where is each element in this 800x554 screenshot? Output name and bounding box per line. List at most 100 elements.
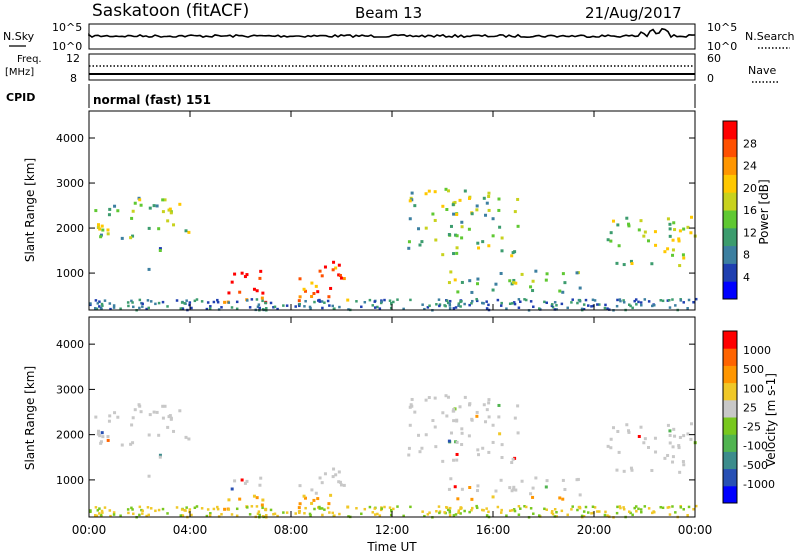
power-cell <box>392 300 395 304</box>
velocity-cell <box>633 506 636 510</box>
velocity-cell <box>258 483 262 487</box>
power-cell <box>454 233 458 237</box>
velocity-cell <box>475 410 479 414</box>
velocity-cell <box>476 484 480 488</box>
velocity-cell <box>571 505 574 508</box>
power-cell <box>444 187 448 191</box>
power-cell <box>310 295 314 299</box>
velocity-cell <box>383 505 386 509</box>
power-cell <box>531 289 535 293</box>
power-cell <box>516 197 520 201</box>
velocity-cell <box>133 408 137 412</box>
power-cell <box>476 282 480 286</box>
velocity-cell <box>560 509 564 513</box>
velocity-cell <box>603 513 607 517</box>
velocity-cell <box>158 453 162 457</box>
power-cell <box>580 307 584 311</box>
power-cell <box>455 213 459 217</box>
power-cell <box>511 251 515 255</box>
power-cell <box>230 306 234 309</box>
velocity-cell <box>441 411 445 415</box>
power-cell <box>482 302 485 305</box>
power-cell <box>604 303 607 307</box>
power-cell <box>408 199 412 203</box>
velocity-cell <box>561 478 565 482</box>
velocity-cell <box>233 479 237 483</box>
power-cell <box>216 298 219 302</box>
velocity-cell <box>643 437 647 441</box>
power-cell <box>264 301 267 305</box>
power-cell <box>238 290 242 294</box>
velocity-cell <box>230 513 234 516</box>
power-cell <box>582 303 586 306</box>
velocity-cell <box>545 479 549 483</box>
power-cell <box>496 298 500 302</box>
power-cell <box>591 298 595 302</box>
velocity-cell <box>185 506 188 509</box>
velocity-cell <box>333 514 336 517</box>
velocity-cell <box>448 511 452 514</box>
velocity-cell <box>520 479 524 483</box>
power-cell <box>639 301 643 304</box>
power-cell <box>101 228 105 232</box>
power-cell <box>178 202 182 206</box>
velocity-cell <box>100 431 104 435</box>
velocity-cell <box>112 511 116 514</box>
velocity-cell <box>258 513 261 517</box>
velocity-cell <box>147 433 151 437</box>
power-cell <box>148 206 152 210</box>
power-cell <box>622 301 626 304</box>
velocity-cell <box>427 396 431 400</box>
velocity-cell <box>418 450 422 454</box>
velocity-cell <box>140 508 143 512</box>
velocity-cell <box>106 435 110 439</box>
power-cell <box>338 305 341 309</box>
velocity-cell <box>347 515 350 518</box>
power-cell <box>427 189 431 193</box>
colorbar-swatch <box>723 192 737 211</box>
power-cell <box>389 306 393 310</box>
colorbar-swatch <box>723 245 737 264</box>
velocity-cell <box>647 507 651 510</box>
velocity-cell <box>428 511 431 514</box>
power-cell <box>333 307 336 310</box>
velocity-cell <box>261 506 264 510</box>
power-cell <box>584 298 588 302</box>
velocity-cell <box>650 468 654 472</box>
colorbar-tick-label: 25 <box>743 401 757 414</box>
power-cell <box>639 219 643 223</box>
power-cell <box>339 276 343 280</box>
power-cell <box>245 273 249 277</box>
power-cell <box>627 224 631 228</box>
velocity-cell <box>672 427 676 431</box>
velocity-cell <box>187 437 191 441</box>
power-cell <box>431 212 435 216</box>
power-cell <box>331 304 334 308</box>
velocity-cell <box>448 509 452 513</box>
velocity-cell <box>475 414 479 418</box>
velocity-cell <box>337 470 341 474</box>
power-cell <box>161 198 165 202</box>
velocity-cell <box>592 511 595 515</box>
power-cell <box>470 302 473 305</box>
power-cell <box>248 306 252 309</box>
velocity-cell <box>532 512 535 515</box>
velocity-cell <box>468 486 472 490</box>
velocity-cell <box>459 506 463 510</box>
power-cell <box>303 289 307 293</box>
velocity-cell <box>424 433 428 437</box>
power-cell <box>89 303 92 307</box>
power-cell <box>633 299 636 303</box>
power-cell <box>692 301 695 304</box>
velocity-cell <box>544 485 548 489</box>
power-cell <box>127 304 130 308</box>
velocity-cell <box>639 508 643 511</box>
velocity-cell <box>368 505 372 509</box>
velocity-cell <box>449 477 453 481</box>
power-cell <box>407 246 411 250</box>
power-cell <box>334 266 338 270</box>
power-cell <box>468 303 471 307</box>
velocity-cell <box>634 505 638 508</box>
power-cell <box>512 281 516 285</box>
power-cell <box>566 306 569 310</box>
